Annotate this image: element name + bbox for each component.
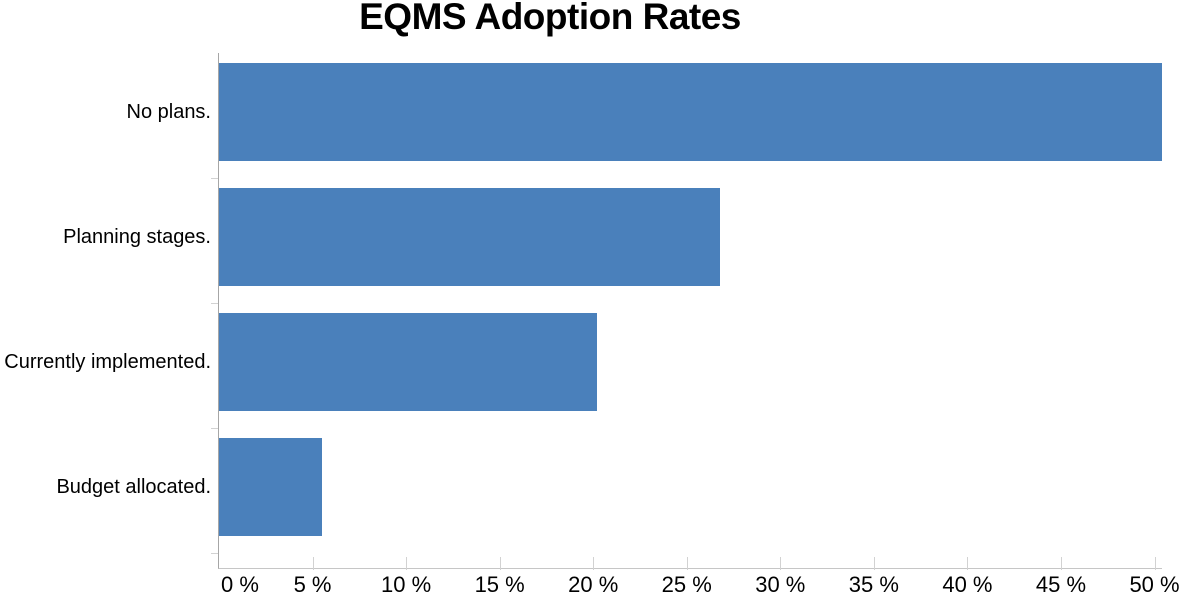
- chart-title: EQMS Adoption Rates: [359, 0, 741, 37]
- category-label: Planning stages.: [63, 226, 211, 248]
- x-axis-tick-label: 40 %: [942, 572, 993, 597]
- category-boundary-tick: [211, 428, 218, 429]
- x-axis-tick: [312, 557, 314, 570]
- x-axis-tick-label: 35 %: [848, 572, 899, 597]
- category-boundary-tick: [211, 303, 218, 304]
- bar: [219, 63, 1162, 161]
- category-boundary-tick: [211, 178, 218, 179]
- x-axis-tick-label: 50 %: [1129, 572, 1179, 597]
- x-axis-tick: [1060, 557, 1062, 570]
- bar: [219, 313, 597, 411]
- x-axis-tick-label: 15 %: [474, 572, 525, 597]
- x-axis-tick-label: 45 %: [1035, 572, 1087, 597]
- x-axis-tick: [593, 557, 595, 570]
- x-axis-tick-label: 25 %: [661, 572, 712, 597]
- category-label: Budget allocated.: [56, 476, 211, 498]
- x-axis-tick: [686, 557, 688, 570]
- x-axis-tick-label: 0 %: [221, 572, 259, 597]
- x-axis-tick-label: 30 %: [755, 572, 806, 597]
- category-boundary-tick: [211, 553, 218, 554]
- x-axis-tick: [967, 557, 969, 570]
- x-axis-tick-label: 10 %: [381, 572, 432, 597]
- x-axis-tick-label: 20 %: [568, 572, 619, 597]
- x-axis-tick: [1154, 557, 1156, 570]
- x-axis-tick: [780, 557, 782, 570]
- bar: [219, 188, 721, 286]
- bar: [219, 438, 322, 536]
- plot-area: 0 % 5 % 10 % 15 % 20 % 25 % 30 % 35 % 40 % 45 % 50…: [211, 53, 1179, 597]
- category-label: No plans.: [126, 101, 212, 123]
- x-axis-tick: [499, 557, 501, 570]
- x-axis-tick: [873, 557, 875, 570]
- x-axis-tick-label: 5 %: [293, 572, 332, 597]
- x-axis-tick: [406, 557, 408, 570]
- category-axis: No plans. Planning stages. Currently imple…: [0, 53, 211, 569]
- category-label: Currently implemented.: [4, 351, 211, 373]
